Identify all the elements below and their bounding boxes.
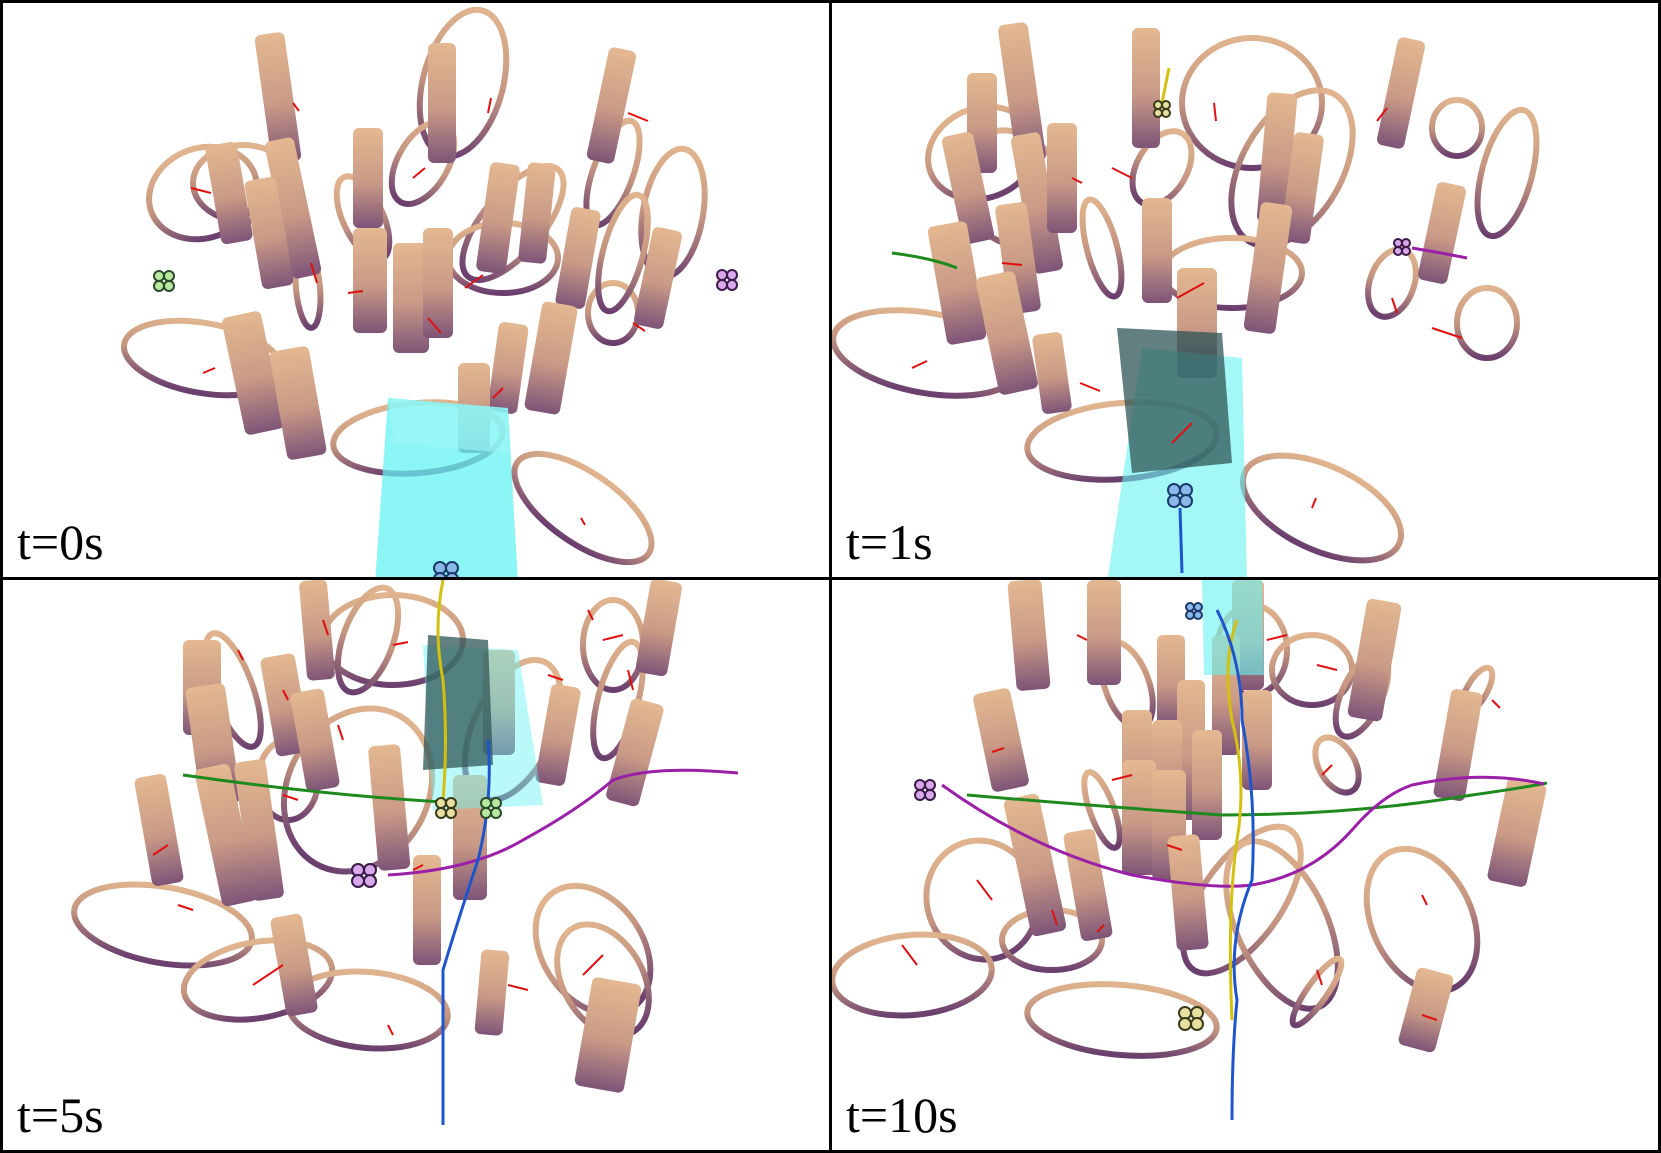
trajectory-blue: [1178, 507, 1184, 574]
panel-t1: t=1s: [829, 0, 1661, 580]
drone-icon: [435, 797, 457, 819]
trajectory-yellow: [1160, 67, 1171, 104]
fov-volume: [375, 398, 518, 577]
drone-icon: [914, 779, 936, 801]
drone-icon: [480, 797, 502, 819]
pillar-obstacles: [205, 32, 682, 460]
drone-icon: [1393, 238, 1411, 256]
time-label: t=5s: [17, 1087, 104, 1143]
drone-icon: [1167, 483, 1193, 508]
trajectory-purple: [1411, 246, 1468, 260]
trajectory-blue: [1215, 609, 1255, 1121]
scene-t5: [71, 580, 739, 1125]
velocity-arrows: [190, 97, 649, 526]
panel-t5: t=5s: [0, 577, 832, 1153]
time-label: t=10s: [846, 1087, 958, 1143]
scene-t10: [832, 580, 1548, 1121]
drone-icon: [433, 561, 459, 577]
scene-t1: [832, 22, 1540, 577]
trajectory-green: [891, 251, 958, 270]
velocity-arrows: [911, 102, 1463, 509]
time-label: t=0s: [17, 514, 104, 570]
drone-icon: [1153, 100, 1171, 118]
drone-icon: [351, 863, 377, 888]
panel-t10: t=10s: [829, 577, 1661, 1153]
drone-icon: [153, 270, 175, 292]
velocity-arrows: [901, 634, 1501, 1021]
trajectory-green: [182, 773, 444, 804]
trajectory-green: [966, 781, 1548, 817]
trajectory-yellow: [436, 580, 447, 801]
drone-icon: [1185, 602, 1203, 620]
drone-icon: [1178, 1006, 1204, 1031]
time-label: t=1s: [846, 514, 933, 570]
panel-t0: t=0s: [0, 0, 832, 580]
trajectory-blue: [441, 739, 491, 1125]
velocity-arrows: [152, 609, 634, 1036]
trajectory-purple: [387, 768, 739, 877]
scene-t0: [120, 6, 738, 577]
trajectory-purple: [941, 775, 1545, 888]
drone-icon: [716, 269, 738, 291]
fov-volume: [1107, 328, 1247, 577]
trajectory-yellow: [1226, 619, 1243, 1021]
